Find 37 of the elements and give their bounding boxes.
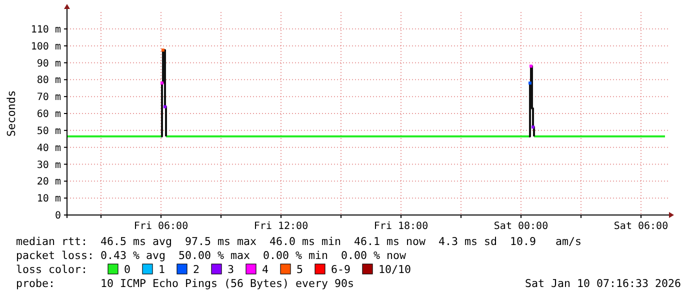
y-tick-label: 50 m [36,126,61,137]
x-tick-label: Sat 06:00 [614,221,668,232]
x-tick-label: Sat 00:00 [494,221,548,232]
y-tick-label: 90 m [36,58,61,70]
legend-title: loss color: [16,263,88,276]
y-axis-title: Seconds [5,90,18,137]
y-tick-label: 20 m [36,176,61,188]
legend-label: 0 [124,263,131,276]
x-tick-label: Fri 12:00 [254,221,308,232]
text: median rtt: 46.5 ms avg 97.5 ms max 46.0 ms min 46.1 ms now 4.3 ms sd 10.9 am/s [16,235,582,248]
y-tick-label: 80 m [36,75,61,86]
y-tick-label: 30 m [36,160,61,171]
point [160,82,164,85]
legend-label: 10/10 [378,263,412,276]
point [164,105,166,108]
legend-label: 3 [228,263,234,276]
y-tick-label: 100 m [30,41,61,52]
y-tick-label: 10 m [36,194,61,205]
point [162,48,164,52]
legend-label: 4 [262,263,269,276]
y-tick-label: 110 m [30,24,61,36]
point [532,126,534,129]
y-tick-label: 40 m [36,142,61,154]
y-tick-label: 70 m [36,92,61,104]
text: Sat Jan 10 07:16:33 2026 [524,277,681,290]
point [528,82,532,85]
legend-label: 5 [296,263,304,276]
y-tick-label: 0 [54,210,61,222]
x-tick-label: Fri 18:00 [374,221,428,232]
x-tick-label: Fri 06:00 [134,221,188,232]
legend-label: 6-9 [331,263,351,276]
point [530,64,532,68]
text: probe: 10 ICMP Echo Pings (56 Bytes) every 90s [16,277,354,290]
legend-label: 1 [158,263,166,276]
y-tick-label: 60 m [36,109,61,120]
text: packet loss: 0.43 % avg 50.00 % max 0.00 % min 0.00 % now [16,249,407,262]
legend-label: 2 [193,263,200,276]
